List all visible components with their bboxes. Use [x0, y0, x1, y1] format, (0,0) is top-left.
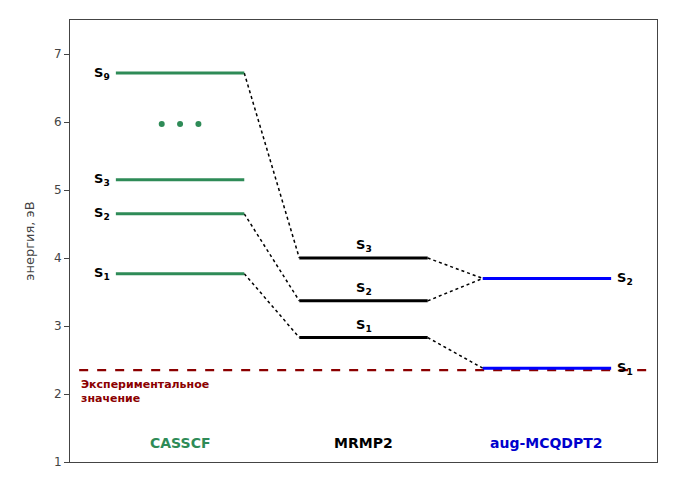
svg-text:7: 7	[54, 47, 62, 61]
svg-text:S​3​: S​3​	[94, 171, 110, 188]
svg-text:aug-MCQDPT2: aug-MCQDPT2	[490, 435, 603, 451]
svg-text:Экспериментальноезначение: Экспериментальноезначение	[81, 378, 209, 405]
svg-text:S​2​: S​2​	[356, 280, 372, 297]
svg-text:S​1​: S​1​	[356, 317, 372, 334]
svg-text:S​9​: S​9​	[94, 65, 110, 82]
svg-text:S​2​: S​2​	[94, 205, 110, 222]
svg-text:1: 1	[54, 455, 62, 469]
svg-text:S​1​: S​1​	[94, 265, 110, 282]
svg-text:CASSCF: CASSCF	[150, 435, 210, 451]
svg-text:энергия, эВ: энергия, эВ	[22, 201, 37, 280]
svg-text:MRMP2: MRMP2	[334, 435, 393, 451]
svg-text:S​3​: S​3​	[356, 237, 372, 254]
svg-text:2: 2	[54, 387, 62, 401]
svg-text:5: 5	[54, 183, 62, 197]
svg-text:S​2​: S​2​	[617, 270, 633, 287]
svg-text:4: 4	[54, 251, 62, 265]
svg-text:S​1​: S​1​	[617, 360, 633, 377]
svg-text:6: 6	[54, 115, 62, 129]
svg-text:3: 3	[54, 319, 62, 333]
